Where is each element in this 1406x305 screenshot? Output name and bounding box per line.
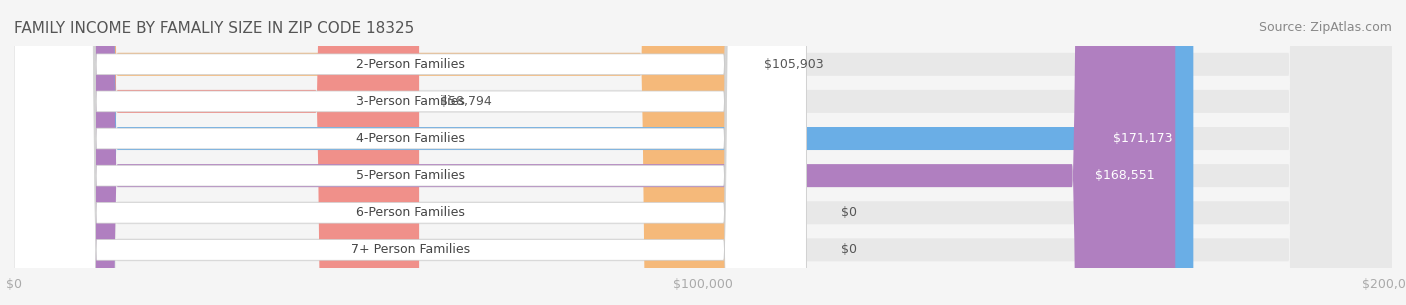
Text: $0: $0 bbox=[841, 243, 856, 256]
FancyBboxPatch shape bbox=[14, 0, 744, 305]
Text: $58,794: $58,794 bbox=[440, 95, 492, 108]
FancyBboxPatch shape bbox=[14, 0, 807, 305]
Text: $0: $0 bbox=[841, 206, 856, 219]
FancyBboxPatch shape bbox=[14, 0, 1392, 305]
FancyBboxPatch shape bbox=[14, 0, 1392, 305]
Text: $105,903: $105,903 bbox=[765, 58, 824, 71]
FancyBboxPatch shape bbox=[14, 0, 419, 305]
Text: 3-Person Families: 3-Person Families bbox=[356, 95, 464, 108]
FancyBboxPatch shape bbox=[14, 0, 1194, 305]
FancyBboxPatch shape bbox=[14, 0, 807, 305]
Text: FAMILY INCOME BY FAMALIY SIZE IN ZIP CODE 18325: FAMILY INCOME BY FAMALIY SIZE IN ZIP COD… bbox=[14, 21, 415, 36]
Text: 7+ Person Families: 7+ Person Families bbox=[350, 243, 470, 256]
Text: Source: ZipAtlas.com: Source: ZipAtlas.com bbox=[1258, 21, 1392, 34]
FancyBboxPatch shape bbox=[14, 0, 1392, 305]
Text: 4-Person Families: 4-Person Families bbox=[356, 132, 464, 145]
FancyBboxPatch shape bbox=[14, 0, 1392, 305]
Text: 6-Person Families: 6-Person Families bbox=[356, 206, 464, 219]
FancyBboxPatch shape bbox=[14, 0, 807, 305]
FancyBboxPatch shape bbox=[14, 0, 807, 305]
Text: $171,173: $171,173 bbox=[1114, 132, 1173, 145]
FancyBboxPatch shape bbox=[14, 0, 807, 305]
Text: $168,551: $168,551 bbox=[1095, 169, 1154, 182]
Text: 5-Person Families: 5-Person Families bbox=[356, 169, 465, 182]
FancyBboxPatch shape bbox=[14, 0, 1392, 305]
Text: 2-Person Families: 2-Person Families bbox=[356, 58, 464, 71]
FancyBboxPatch shape bbox=[14, 0, 1392, 305]
FancyBboxPatch shape bbox=[14, 0, 1175, 305]
FancyBboxPatch shape bbox=[14, 0, 807, 305]
